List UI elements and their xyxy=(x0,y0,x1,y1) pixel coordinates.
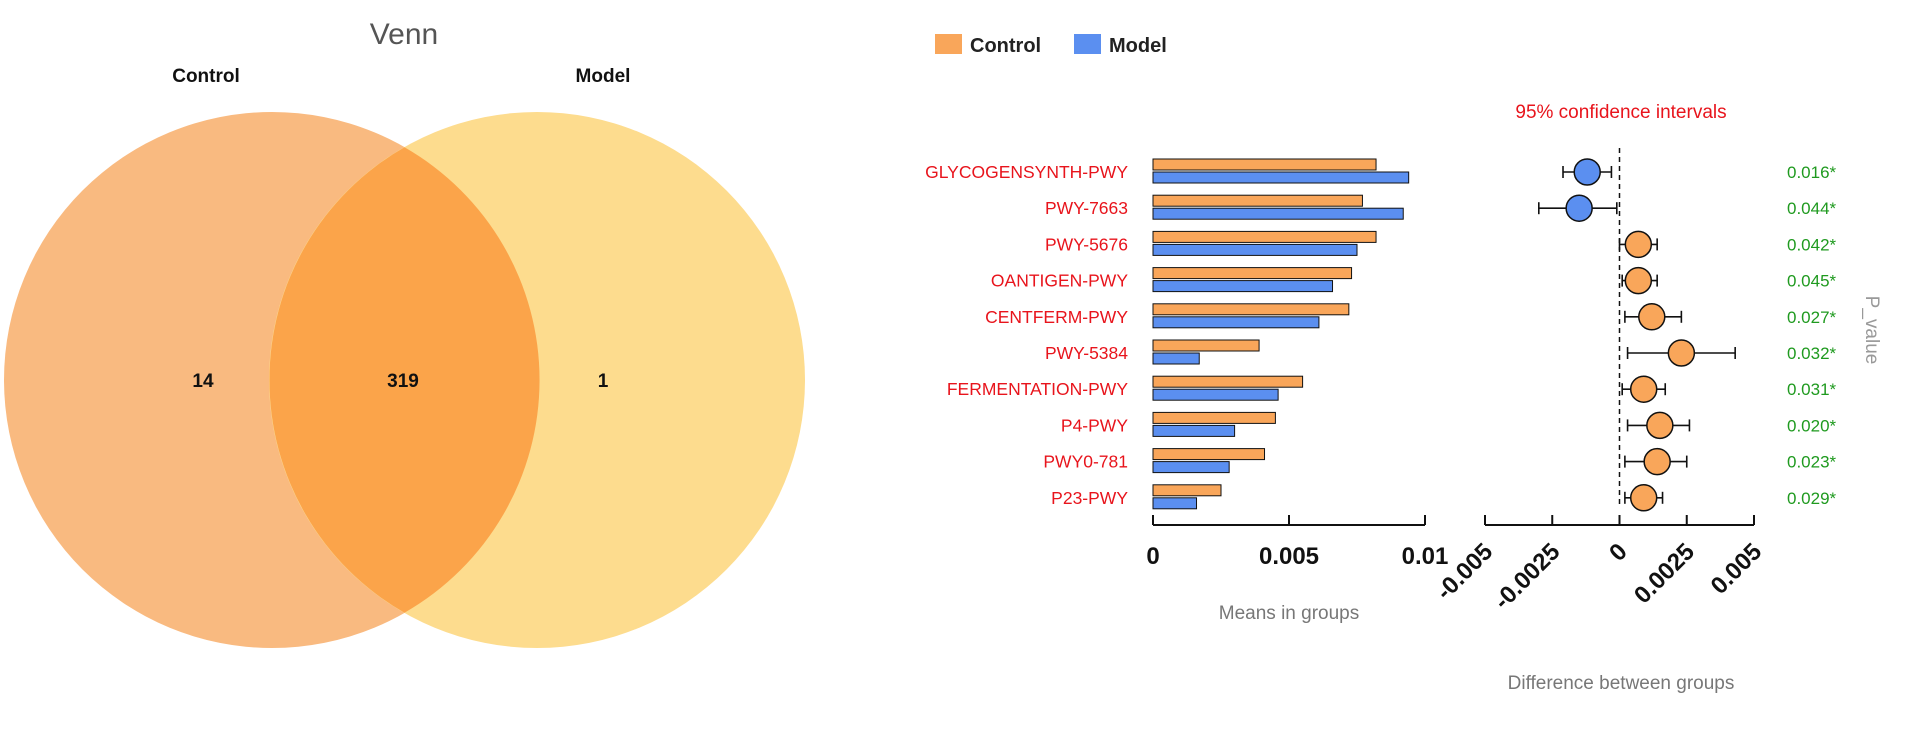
ci-tick-label: 0.005 xyxy=(1706,538,1768,600)
ci-tick-label: -0.0025 xyxy=(1489,538,1566,615)
venn-set-label-model: Model xyxy=(576,66,631,87)
ci-tick-label: 0.0025 xyxy=(1629,538,1700,609)
bar-panel xyxy=(1152,158,1410,510)
ci-point xyxy=(1629,484,1658,512)
bar-x-axis: 0 0.005 0.01 xyxy=(1146,515,1448,570)
p-value-label: 0.020* xyxy=(1787,416,1837,435)
p-value-label: 0.045* xyxy=(1787,272,1837,291)
ci-point xyxy=(1646,411,1674,440)
pathway-label: OANTIGEN-PWY xyxy=(991,271,1128,291)
pathway-label: P23-PWY xyxy=(1051,488,1128,508)
ci-point xyxy=(1629,375,1658,403)
bar-control xyxy=(1152,303,1350,316)
bar-control xyxy=(1152,267,1353,280)
ci-panel xyxy=(1538,158,1736,512)
venn-count-model-only: 1 xyxy=(598,371,609,392)
bar-tick-label: 0.01 xyxy=(1402,543,1449,570)
pathway-label: PWY-7663 xyxy=(1045,198,1128,218)
legend-swatch-control xyxy=(935,34,962,54)
bar-control xyxy=(1152,448,1266,461)
ci-point xyxy=(1573,158,1601,186)
pathway-label: PWY0-781 xyxy=(1043,452,1128,472)
p-value-label: 0.016* xyxy=(1787,163,1837,182)
p-value-label: 0.029* xyxy=(1787,489,1837,508)
p-value-label: 0.027* xyxy=(1787,308,1837,327)
bar-model xyxy=(1152,352,1200,365)
ci-tick-label: 0 xyxy=(1604,538,1633,567)
ci-panel-title: 95% confidence intervals xyxy=(1515,102,1726,123)
legend-swatch-model xyxy=(1074,34,1101,54)
pathway-label: PWY-5384 xyxy=(1045,343,1128,363)
venn-overlap-region xyxy=(269,147,540,613)
p-value-label: 0.032* xyxy=(1787,344,1837,363)
ci-point xyxy=(1624,266,1653,295)
bar-control xyxy=(1152,339,1260,352)
venn-count-control-only: 14 xyxy=(192,371,214,392)
legend-label-control: Control xyxy=(970,35,1041,57)
bar-model xyxy=(1152,207,1404,220)
bar-model xyxy=(1152,424,1236,437)
bar-model xyxy=(1152,243,1358,256)
p-value-label: 0.042* xyxy=(1787,235,1837,254)
bar-control xyxy=(1152,158,1377,171)
pathway-label: FERMENTATION-PWY xyxy=(947,379,1128,399)
pathway-label: P4-PWY xyxy=(1061,415,1128,435)
legend: Control Model xyxy=(935,34,1167,57)
ci-x-axis-title: Difference between groups xyxy=(1508,673,1735,694)
ci-point xyxy=(1624,230,1653,259)
ci-point xyxy=(1565,194,1593,222)
venn-title: Venn xyxy=(370,18,438,51)
pathway-label: CENTFERM-PWY xyxy=(985,307,1128,327)
bar-model xyxy=(1152,461,1230,474)
bar-model xyxy=(1152,280,1334,293)
venn-diagram: Venn Control Model 14 319 1 xyxy=(4,18,805,648)
p-value-label: 0.031* xyxy=(1787,380,1837,399)
bar-model xyxy=(1152,388,1279,401)
p-value-label: 0.023* xyxy=(1787,453,1837,472)
bar-model xyxy=(1152,171,1410,184)
bar-x-axis-title: Means in groups xyxy=(1219,603,1359,624)
pathway-label: GLYCOGENSYNTH-PWY xyxy=(925,162,1128,182)
bar-control xyxy=(1152,194,1363,207)
bar-model xyxy=(1152,497,1198,510)
bar-control xyxy=(1152,375,1304,388)
legend-label-model: Model xyxy=(1109,35,1167,57)
p-value-axis-title: P_value xyxy=(1861,296,1882,365)
ci-x-axis: -0.005-0.0025 00.0025 0.005 xyxy=(1431,515,1767,615)
ci-point xyxy=(1667,339,1696,367)
bar-control xyxy=(1152,484,1222,497)
pathway-labels: GLYCOGENSYNTH-PWY PWY-7663 PWY-5676 OANTIGE… xyxy=(925,162,1128,508)
venn-set-label-control: Control xyxy=(172,66,240,87)
bar-tick-label: 0.005 xyxy=(1259,543,1319,570)
ci-point xyxy=(1638,303,1666,331)
bar-model xyxy=(1152,316,1320,329)
venn-count-overlap: 319 xyxy=(387,371,419,392)
p-value-label: 0.044* xyxy=(1787,199,1837,218)
bar-tick-label: 0 xyxy=(1146,543,1159,570)
p-value-column: 0.016* 0.044* 0.042* 0.045* 0.027* 0.032* 0.03… xyxy=(1787,163,1837,508)
bar-control xyxy=(1152,411,1276,424)
pathway-label: PWY-5676 xyxy=(1045,234,1128,254)
ci-point xyxy=(1643,447,1671,476)
bar-control xyxy=(1152,230,1377,243)
